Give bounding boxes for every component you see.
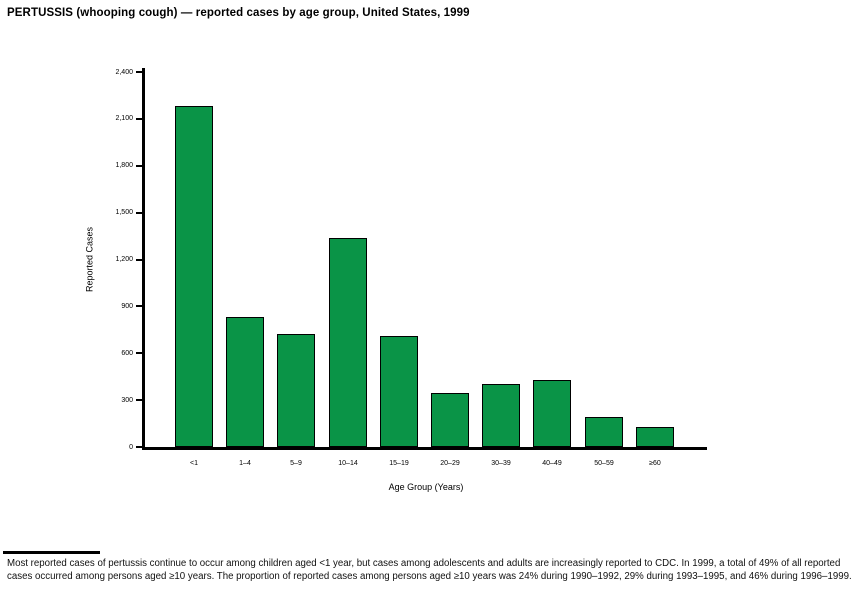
x-axis-title: Age Group (Years) [388, 482, 464, 492]
y-tick-label: 1,200 [115, 256, 133, 263]
footnote-rule [3, 551, 100, 554]
y-tick-label: 2,100 [115, 115, 133, 122]
y-tick-label: 0 [129, 444, 133, 451]
y-tick-mark [136, 399, 142, 401]
y-tick-label: 900 [121, 303, 133, 310]
y-tick-mark [136, 305, 142, 307]
footnote-text: Most reported cases of pertussis continu… [7, 558, 852, 582]
y-tick-mark [136, 165, 142, 167]
x-tick-label: <1 [190, 460, 198, 467]
y-tick-mark [136, 352, 142, 354]
y-tick-label: 2,400 [115, 69, 133, 76]
x-tick-label: 10–14 [338, 460, 358, 467]
x-tick-label: ≥60 [649, 460, 661, 467]
chart-title: PERTUSSIS (whooping cough) — reported ca… [7, 7, 470, 19]
y-tick-mark [136, 118, 142, 120]
bar-age-3039 [482, 384, 520, 447]
x-tick-label: 40–49 [542, 460, 562, 467]
y-tick-label: 1,500 [115, 209, 133, 216]
y-tick-mark [136, 71, 142, 73]
x-tick-label: 5–9 [290, 460, 302, 467]
y-tick-mark [136, 212, 142, 214]
bar-age-14 [226, 317, 264, 447]
y-tick-mark [136, 259, 142, 261]
bar-age-1 [175, 106, 213, 447]
y-axis-line [142, 68, 145, 450]
x-axis-line [142, 447, 707, 450]
bar-age-59 [277, 334, 315, 447]
x-tick-label: 50–59 [594, 460, 614, 467]
x-tick-label: 15–19 [389, 460, 409, 467]
x-tick-label: 1–4 [239, 460, 251, 467]
y-tick-label: 1,800 [115, 162, 133, 169]
bar-age-2029 [431, 393, 469, 447]
bar-age-1519 [380, 336, 418, 447]
bar-age-5059 [585, 417, 623, 447]
x-tick-label: 20–29 [440, 460, 460, 467]
x-tick-label: 30–39 [491, 460, 511, 467]
bar-age-1014 [329, 238, 367, 447]
y-tick-label: 300 [121, 397, 133, 404]
bar-age-4049 [533, 380, 571, 447]
y-tick-mark [136, 446, 142, 448]
bar-age-60 [636, 427, 674, 447]
y-tick-label: 600 [121, 350, 133, 357]
